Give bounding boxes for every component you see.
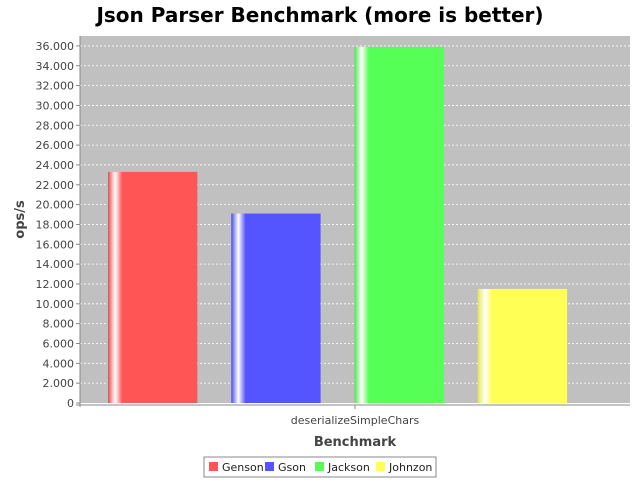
x-axis-label: Benchmark — [314, 435, 397, 450]
y-tick-label: 20.000 — [36, 199, 75, 212]
y-tick-label: 28.000 — [36, 119, 75, 132]
bar-johnzon — [477, 288, 568, 403]
axes — [76, 36, 630, 409]
legend-swatch-jackson — [315, 462, 324, 471]
chart-title: Json Parser Benchmark (more is better) — [94, 3, 543, 27]
x-category-label: deserializeSimpleChars — [291, 414, 420, 427]
y-tick-label: 26.000 — [36, 139, 75, 152]
legend-label-johnzon: Johnzon — [388, 461, 432, 474]
y-tick-label: 18.000 — [36, 218, 75, 231]
y-tick-label: 32.000 — [36, 80, 75, 93]
x-category-labels: deserializeSimpleChars — [291, 414, 420, 427]
bar-gson — [231, 213, 321, 403]
y-tick-label: 10.000 — [36, 298, 75, 311]
bar-jackson — [354, 46, 444, 403]
legend-label-genson: Genson — [222, 461, 264, 474]
y-tick-label: 14.000 — [36, 258, 75, 271]
y-tick-label: 6.000 — [43, 337, 75, 350]
y-tick-label: 30.000 — [36, 99, 75, 112]
y-tick-labels: 0 2.000 4.000 6.000 8.000 10.000 12.000 14.000 1… — [36, 40, 75, 410]
y-tick-label: 2.000 — [43, 377, 75, 390]
y-tick-label: 16.000 — [36, 238, 75, 251]
y-axis-label: ops/s — [13, 200, 28, 239]
y-tick-label: 12.000 — [36, 278, 75, 291]
legend-swatch-johnzon — [376, 462, 385, 471]
legend: Genson Gson Jackson Johnzon — [203, 456, 437, 478]
legend-label-jackson: Jackson — [327, 461, 370, 474]
bars — [108, 46, 568, 403]
legend-swatch-gson — [265, 462, 274, 471]
legend-label-gson: Gson — [278, 461, 306, 474]
y-tick-label: 8.000 — [43, 318, 75, 331]
bar-genson — [108, 171, 198, 403]
y-tick-label: 22.000 — [36, 179, 75, 192]
y-tick-label: 24.000 — [36, 159, 75, 172]
y-tick-label: 4.000 — [43, 357, 75, 370]
y-tick-label: 0 — [67, 397, 74, 410]
legend-swatch-genson — [209, 462, 218, 471]
y-tick-label: 36.000 — [36, 40, 75, 53]
y-tick-label: 34.000 — [36, 60, 75, 73]
